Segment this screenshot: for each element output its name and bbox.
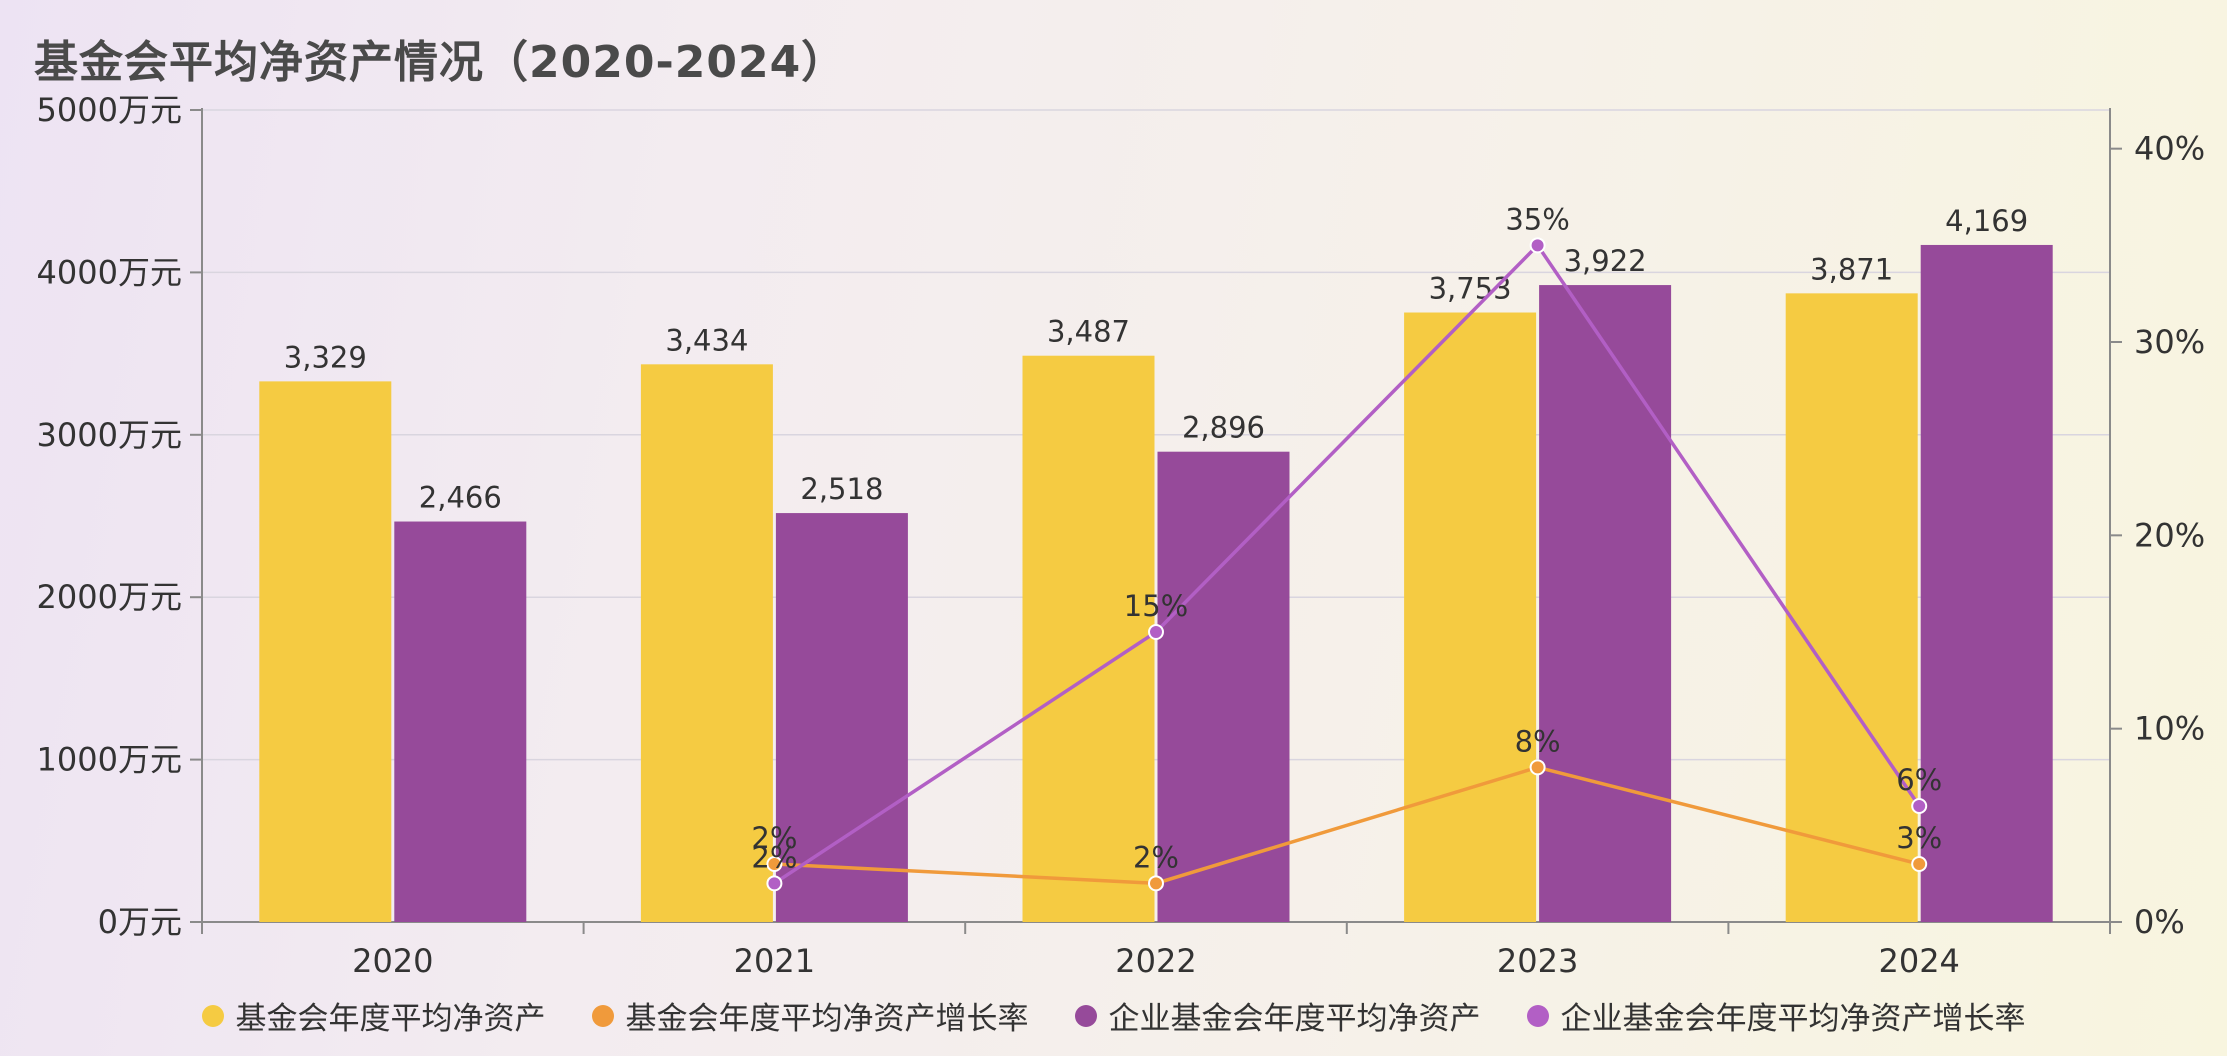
point-label-fund-growth-2021: 2% bbox=[751, 821, 797, 855]
legend-item-fund-net-assets[interactable]: 基金会年度平均净资产 bbox=[201, 993, 546, 1038]
x-tick-label-2022: 2022 bbox=[1115, 942, 1196, 980]
point-fund-growth-2023 bbox=[1529, 759, 1546, 776]
legend-marker-fund-growth bbox=[591, 1004, 614, 1027]
legend-label-fund-growth: 基金会年度平均净资产增长率 bbox=[625, 1001, 1029, 1037]
line-fund-growth bbox=[774, 765, 1920, 886]
point-corp-growth-2022 bbox=[1148, 624, 1164, 640]
x-tick-label-2021: 2021 bbox=[734, 942, 815, 980]
legend-item-corp-growth[interactable]: 企业基金会年度平均净资产增长率 bbox=[1526, 993, 2026, 1038]
y-left-tick-label-3: 3000万元 bbox=[37, 416, 182, 454]
point-label-fund-growth-2023: 8% bbox=[1515, 724, 1561, 758]
legend-item-fund-growth[interactable]: 基金会年度平均净资产增长率 bbox=[591, 993, 1029, 1038]
y-right-tick-label-2: 20% bbox=[2134, 516, 2205, 554]
x-tick-label-2023: 2023 bbox=[1497, 942, 1578, 980]
point-corp-growth-2024 bbox=[1911, 798, 1928, 814]
y-left-tick-label-0: 0万元 bbox=[98, 903, 182, 941]
y-right-tick-label-4: 40% bbox=[2134, 130, 2205, 168]
bar-label-corp-2022: 2,896 bbox=[1182, 411, 1265, 445]
point-label-corp-growth-2024: 6% bbox=[1896, 763, 1942, 797]
bar-fund-2023 bbox=[1404, 312, 1537, 922]
bar-label-fund-2021: 3,434 bbox=[665, 323, 748, 357]
point-label-corp-growth-2023: 35% bbox=[1505, 202, 1569, 236]
bar-label-fund-2022: 3,487 bbox=[1047, 315, 1130, 349]
y-left-tick-label-5: 5000万元 bbox=[37, 91, 182, 129]
point-label-corp-growth-2022: 15% bbox=[1124, 589, 1188, 623]
legend-item-corp-net-assets[interactable]: 企业基金会年度平均净资产 bbox=[1074, 993, 1481, 1038]
bar-label-corp-2023: 3,922 bbox=[1564, 244, 1647, 278]
legend-label-corp-net-assets: 企业基金会年度平均净资产 bbox=[1108, 1001, 1481, 1037]
point-fund-growth-2024 bbox=[1911, 856, 1928, 872]
point-label-corp-growth-2021: 2% bbox=[751, 840, 797, 874]
y-right-tick-label-0: 0% bbox=[2134, 903, 2185, 941]
bar-label-fund-2020: 3,329 bbox=[284, 340, 367, 374]
point-corp-growth-2023 bbox=[1529, 237, 1546, 254]
bar-corp-2024 bbox=[1920, 244, 2053, 922]
y-right-tick-label-1: 10% bbox=[2134, 710, 2205, 748]
legend-marker-corp-growth bbox=[1526, 1004, 1549, 1027]
legend-label-corp-growth: 企业基金会年度平均净资产增长率 bbox=[1560, 1001, 2026, 1037]
legend-marker-fund-net-assets bbox=[201, 1004, 224, 1027]
bar-fund-2020 bbox=[259, 381, 392, 923]
x-tick-label-2024: 2024 bbox=[1878, 942, 1959, 980]
y-right-tick-label-3: 30% bbox=[2134, 323, 2205, 361]
bar-label-corp-2021: 2,518 bbox=[800, 472, 883, 506]
bar-fund-2022 bbox=[1022, 355, 1155, 923]
legend-label-fund-net-assets: 基金会年度平均净资产 bbox=[235, 1001, 546, 1037]
y-left-tick-label-1: 1000万元 bbox=[37, 741, 182, 779]
bar-label-fund-2023: 3,753 bbox=[1429, 272, 1512, 306]
y-left-tick-label-4: 4000万元 bbox=[37, 253, 182, 291]
point-label-fund-growth-2022: 2% bbox=[1133, 840, 1179, 874]
point-label-fund-growth-2024: 3% bbox=[1896, 821, 1942, 855]
x-tick-label-2020: 2020 bbox=[352, 942, 433, 980]
point-fund-growth-2022 bbox=[1148, 875, 1164, 892]
bar-fund-2024 bbox=[1785, 293, 1918, 922]
chart-legend: 基金会年度平均净资产 基金会年度平均净资产增长率 企业基金会年度平均净资产 企业… bbox=[0, 993, 2227, 1038]
bar-corp-2020 bbox=[394, 521, 527, 922]
bar-corp-2023 bbox=[1539, 285, 1672, 922]
chart-title: 基金会平均净资产情况（2020-2024） bbox=[34, 37, 847, 88]
bar-label-corp-2024: 4,169 bbox=[1945, 204, 2028, 238]
line-corp-growth bbox=[773, 242, 1921, 885]
legend-marker-corp-net-assets bbox=[1074, 1004, 1097, 1027]
bar-fund-2021 bbox=[640, 364, 773, 923]
bar-label-fund-2024: 3,871 bbox=[1810, 252, 1893, 286]
bar-corp-2021 bbox=[775, 513, 908, 922]
y-left-tick-label-2: 2000万元 bbox=[37, 578, 182, 616]
bar-label-corp-2020: 2,466 bbox=[419, 481, 502, 515]
point-corp-growth-2021 bbox=[766, 875, 783, 892]
bar-corp-2022 bbox=[1157, 451, 1290, 922]
point-fund-growth-2021 bbox=[766, 856, 783, 872]
